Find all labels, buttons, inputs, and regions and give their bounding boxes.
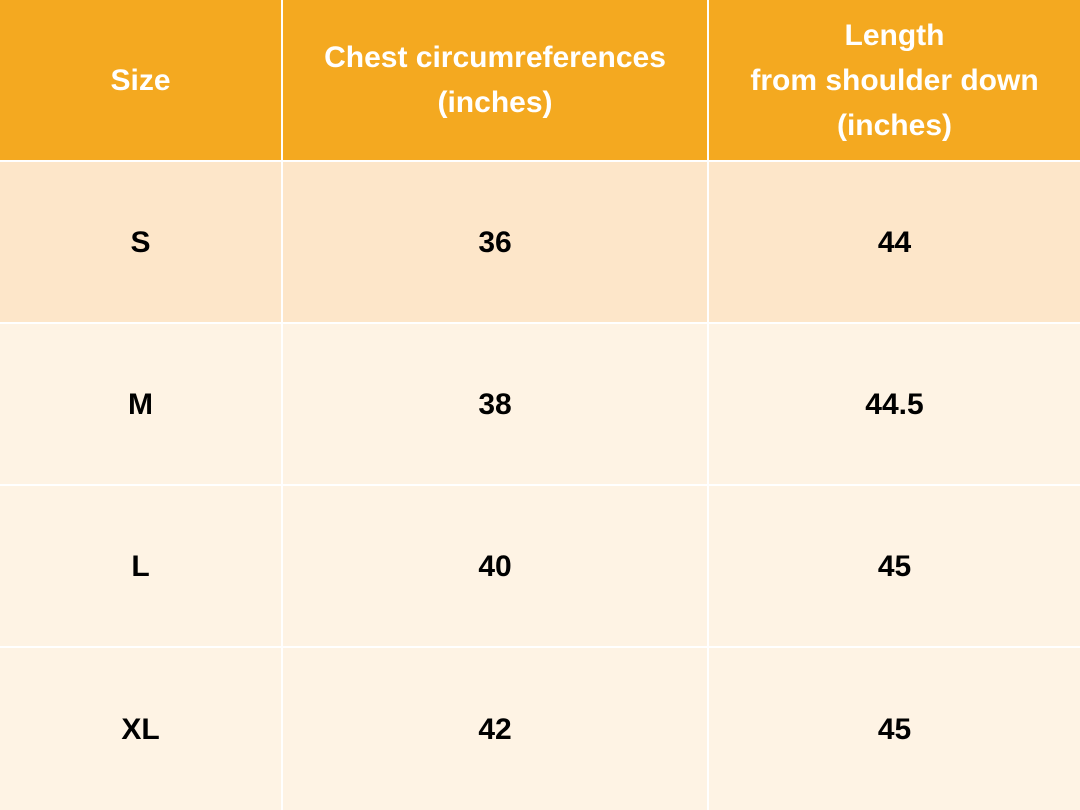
table-cell: L [0,486,281,646]
header-cell: Length from shoulder down (inches) [709,0,1080,160]
table-cell: 45 [709,486,1080,646]
table-cell: 36 [283,162,707,322]
table-cell: S [0,162,281,322]
table-cell: 38 [283,324,707,484]
table-cell: M [0,324,281,484]
table-cell: 42 [283,648,707,810]
table-cell: 44.5 [709,324,1080,484]
header-cell: Size [0,0,281,160]
table-cell: 44 [709,162,1080,322]
header-cell: Chest circumreferences (inches) [283,0,707,160]
table-cell: XL [0,648,281,810]
table-cell: 45 [709,648,1080,810]
table-cell: 40 [283,486,707,646]
